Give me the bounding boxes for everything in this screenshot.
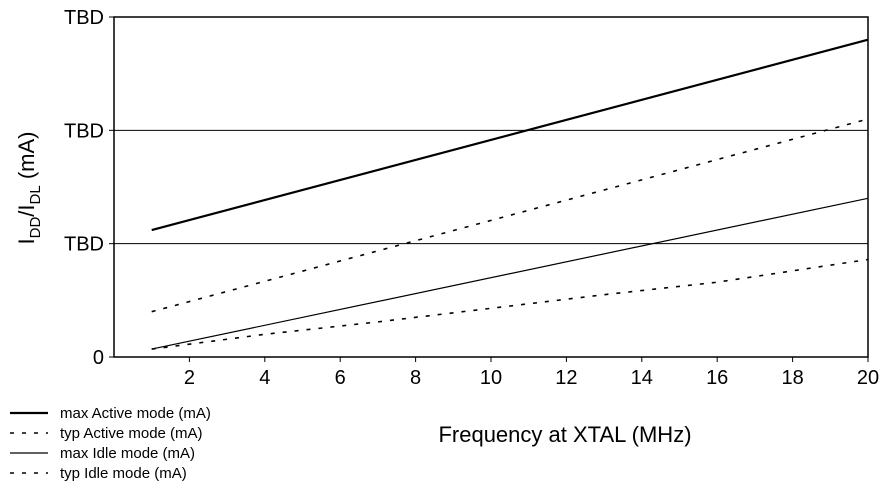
series-line-1	[151, 118, 869, 313]
y-axis-ticks: 0 TBD TBD TBD	[64, 7, 114, 369]
legend-label-2: max Idle mode (mA)	[60, 445, 195, 462]
x-tick-label: 10	[480, 367, 502, 389]
x-axis-label: Frequency at XTAL (MHz)	[438, 422, 691, 447]
x-tick-label: 18	[781, 367, 803, 389]
gridlines	[114, 129, 868, 245]
x-tick-label: 2	[184, 367, 195, 389]
x-tick-label: 8	[410, 367, 421, 389]
y-tick-label: TBD	[64, 120, 104, 142]
x-axis-ticks: 2 4 6 8 10 12 14 16 18 20	[184, 357, 879, 389]
legend-label-0: max Active mode (mA)	[60, 405, 211, 422]
x-tick-label: 16	[706, 367, 728, 389]
legend-label-1: typ Active mode (mA)	[60, 425, 203, 442]
x-tick-label: 14	[631, 367, 653, 389]
y-tick-label: TBD	[64, 234, 104, 256]
x-tick-label: 12	[555, 367, 577, 389]
y-tick-label: TBD	[64, 7, 104, 29]
x-tick-label: 20	[857, 367, 879, 389]
x-tick-label: 4	[259, 367, 270, 389]
series-line-0	[151, 38, 869, 232]
series-line-2	[151, 197, 869, 350]
x-tick-label: 6	[335, 367, 346, 389]
series-lines	[151, 38, 869, 350]
legend-label-3: typ Idle mode (mA)	[60, 465, 187, 482]
y-axis-label: IDD/IDL (mA)	[14, 132, 44, 245]
legend: max Active mode (mA) typ Active mode (mA)…	[10, 405, 211, 482]
series-line-3	[151, 258, 869, 350]
plot-frame	[113, 16, 869, 358]
y-tick-label: 0	[93, 347, 104, 369]
